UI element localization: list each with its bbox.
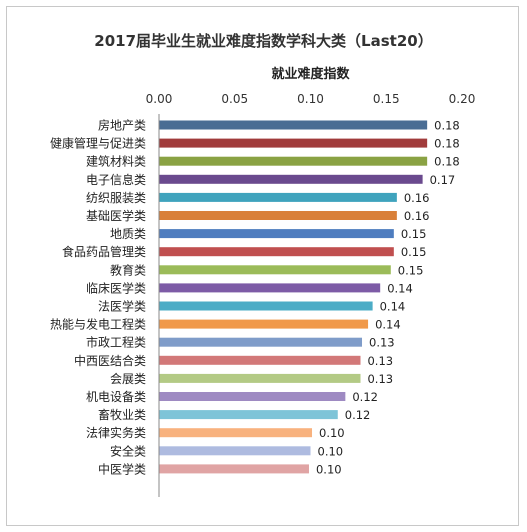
bar [159, 319, 369, 329]
value-label: 0.18 [434, 119, 460, 133]
value-label: 0.10 [319, 426, 345, 440]
category-label: 电子信息类 [86, 172, 146, 187]
category-label: 纺织服装类 [86, 191, 146, 205]
category-label: 健康管理与促进类 [50, 136, 146, 151]
bar [159, 283, 381, 293]
value-label: 0.13 [369, 336, 395, 350]
value-label: 0.13 [367, 354, 393, 368]
bar [159, 247, 394, 257]
value-label: 0.15 [401, 245, 427, 259]
category-label: 中医学类 [98, 461, 146, 476]
bar [159, 337, 363, 347]
bar [159, 138, 428, 148]
chart-title: 2017届毕业生就业难度指数学科大类（Last20） [94, 32, 433, 50]
x-tick-label: 0.15 [373, 92, 400, 106]
value-label: 0.12 [345, 408, 371, 422]
bar [159, 446, 311, 456]
value-label: 0.17 [430, 173, 456, 187]
category-label: 临床医学类 [86, 280, 146, 295]
value-label: 0.14 [380, 300, 406, 314]
value-label: 0.15 [401, 227, 427, 241]
x-tick-label: 0.20 [449, 92, 476, 106]
value-label: 0.14 [375, 318, 401, 332]
value-labels: 0.180.180.180.170.160.160.150.150.150.14… [316, 119, 460, 477]
category-label: 畜牧业类 [98, 407, 146, 422]
bar [159, 373, 361, 383]
value-label: 0.16 [404, 209, 430, 223]
category-labels: 房地产类健康管理与促进类建筑材料类电子信息类纺织服装类基础医学类地质类食品药品管… [50, 118, 146, 477]
value-label: 0.16 [404, 191, 430, 205]
category-label: 房地产类 [98, 118, 146, 133]
value-label: 0.14 [387, 281, 413, 295]
category-label: 机电设备类 [86, 390, 146, 404]
bars [159, 120, 428, 474]
bar [159, 301, 373, 311]
value-label: 0.18 [434, 137, 460, 151]
bar [159, 464, 309, 474]
value-label: 0.18 [434, 155, 460, 169]
bar [159, 428, 313, 438]
category-label: 地质类 [110, 227, 146, 241]
category-label: 食品药品管理类 [62, 244, 146, 259]
value-label: 0.10 [318, 444, 344, 458]
value-label: 0.15 [398, 263, 424, 277]
category-label: 法律实务类 [86, 425, 146, 440]
bar [159, 192, 397, 202]
value-label: 0.10 [316, 462, 342, 476]
category-label: 市政工程类 [86, 335, 146, 350]
category-label: 法医学类 [98, 299, 146, 314]
category-label: 中西医结合类 [74, 353, 146, 368]
x-tick-label: 0.00 [146, 92, 173, 106]
bar [159, 392, 346, 401]
category-label: 建筑材料类 [86, 154, 146, 169]
bar [159, 265, 391, 275]
bar [159, 410, 338, 420]
value-label: 0.13 [367, 372, 393, 386]
bar [159, 156, 428, 166]
x-axis-ticks: 0.00 0.05 0.10 0.15 0.20 [146, 92, 476, 106]
x-axis-title: 就业难度指数 [271, 66, 350, 82]
category-label: 教育类 [110, 262, 146, 277]
bar [159, 355, 361, 365]
value-label: 0.12 [352, 390, 378, 404]
x-tick-label: 0.10 [297, 92, 324, 106]
category-label: 安全类 [110, 443, 146, 458]
bar [159, 211, 397, 220]
x-tick-label: 0.05 [221, 92, 248, 106]
category-label: 基础医学类 [86, 208, 146, 223]
category-label: 会展类 [110, 372, 146, 386]
bar [159, 229, 394, 239]
bar [159, 120, 428, 130]
bar [159, 174, 423, 184]
category-label: 热能与发电工程类 [50, 317, 146, 332]
